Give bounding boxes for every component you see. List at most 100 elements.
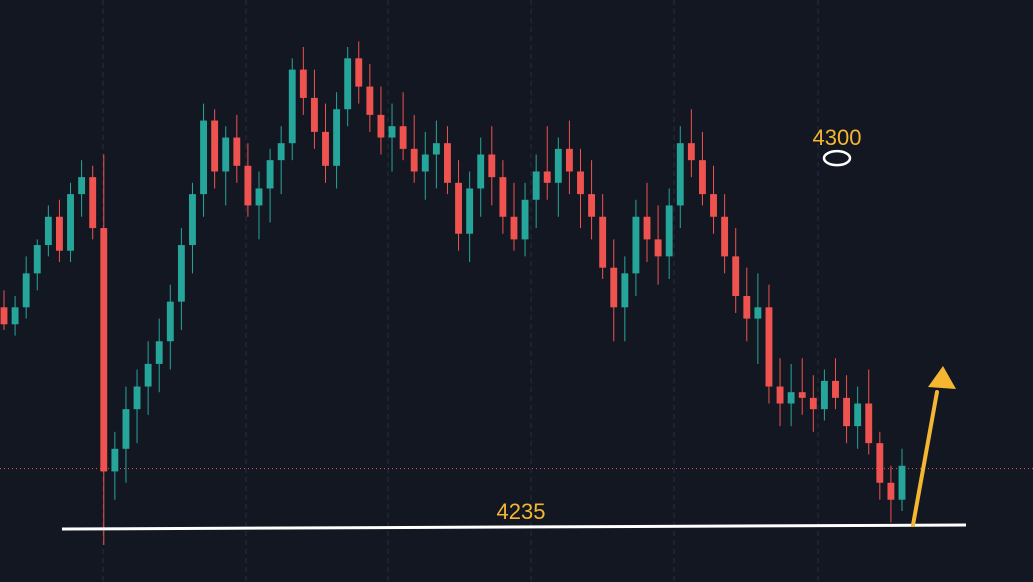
candle: [67, 182, 74, 263]
candle: [610, 239, 618, 342]
candle: [621, 256, 629, 342]
candle: [554, 137, 562, 217]
candle: [876, 431, 884, 500]
candle: [643, 182, 651, 263]
candle: [0, 290, 8, 330]
candle-body: [399, 126, 407, 149]
candle: [44, 205, 52, 257]
candle-body: [632, 216, 640, 274]
annotation-layer: 4300 4235: [61, 125, 967, 531]
candle-body: [333, 109, 341, 166]
candle-body: [743, 295, 751, 319]
candle-body: [432, 143, 440, 155]
candle: [122, 386, 130, 483]
candle-body: [887, 482, 895, 500]
candle-body: [898, 465, 906, 500]
candle-body: [299, 69, 307, 98]
candle: [577, 148, 584, 229]
candle-body: [89, 177, 97, 229]
candle: [399, 92, 407, 161]
candle: [676, 126, 684, 229]
candle: [854, 386, 862, 449]
candle-body: [233, 137, 241, 166]
candle: [632, 199, 640, 296]
candle: [732, 228, 740, 313]
candle-body: [177, 245, 185, 302]
candle: [543, 126, 551, 200]
candle: [898, 448, 906, 512]
candle-body: [344, 58, 352, 110]
candle-body: [488, 154, 496, 178]
candle: [887, 465, 895, 523]
candle-body: [222, 137, 230, 172]
candle-body: [510, 216, 518, 240]
candle-body: [798, 392, 806, 398]
candle-body: [843, 397, 851, 427]
candle: [377, 86, 385, 155]
candle-body: [820, 380, 828, 410]
candle-body: [122, 409, 130, 449]
candle: [477, 137, 485, 217]
candle-body: [244, 165, 252, 206]
candle: [798, 358, 806, 415]
candle-body: [144, 363, 152, 387]
resistance-marker: [822, 149, 852, 167]
candle: [333, 92, 341, 189]
candle: [22, 256, 30, 319]
candle-body: [832, 380, 839, 398]
candle-body: [67, 194, 74, 251]
candle-body: [388, 126, 396, 138]
candle-body: [565, 148, 573, 172]
candle-body: [11, 307, 19, 325]
candle: [100, 154, 108, 545]
candle: [532, 154, 540, 229]
candle-body: [665, 205, 673, 257]
candle-body: [732, 256, 740, 296]
candle-body: [377, 114, 385, 138]
candle-body: [211, 120, 219, 172]
candle-body: [865, 403, 873, 444]
candle: [832, 358, 839, 410]
candle: [322, 103, 329, 183]
candle: [565, 120, 573, 195]
candle: [355, 41, 363, 104]
candle-body: [809, 397, 817, 410]
candle-body: [676, 143, 684, 206]
candle: [11, 295, 19, 336]
candle-body: [310, 97, 318, 132]
candle-body: [200, 120, 207, 195]
candle: [244, 143, 252, 217]
candle-body: [710, 194, 717, 217]
candle: [200, 103, 207, 217]
candle-body: [721, 216, 729, 257]
candle-body: [699, 160, 706, 195]
candle: [687, 109, 695, 178]
candle-body: [111, 448, 119, 472]
candle: [743, 267, 751, 342]
candle-body: [100, 228, 108, 472]
candle-body: [876, 443, 884, 483]
candle-body: [477, 154, 485, 189]
candle: [843, 375, 851, 444]
candle: [310, 69, 318, 149]
candle-body: [55, 216, 63, 251]
candle-body: [255, 188, 263, 206]
candle-body: [643, 216, 651, 240]
candle: [255, 171, 263, 240]
candle-body: [166, 301, 174, 342]
candle: [277, 126, 285, 195]
candle: [776, 358, 784, 427]
candle: [211, 109, 219, 189]
candle: [809, 375, 817, 432]
candle-body: [532, 171, 540, 200]
candle: [510, 182, 518, 251]
candle-body: [687, 143, 695, 161]
candle-body: [588, 194, 596, 217]
candle-body: [44, 216, 52, 246]
candle-body: [577, 171, 584, 195]
candle: [710, 165, 717, 234]
candle: [410, 114, 418, 183]
candle: [177, 228, 185, 330]
